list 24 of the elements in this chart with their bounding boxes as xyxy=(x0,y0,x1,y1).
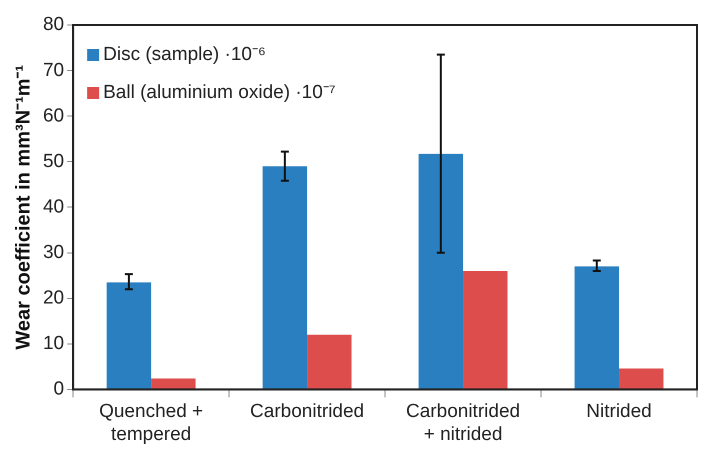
y-tick-label: 60 xyxy=(42,105,64,126)
y-tick-label: 40 xyxy=(42,196,64,218)
y-tick-label: 70 xyxy=(42,60,64,81)
y-tick-label: 50 xyxy=(42,150,64,172)
bar xyxy=(418,154,464,389)
bar xyxy=(151,378,196,389)
bar xyxy=(463,270,508,389)
x-tick-label: Quenched + tempered xyxy=(99,401,204,445)
bar xyxy=(574,266,620,389)
y-tick-label: 0 xyxy=(54,378,64,400)
y-tick-label: 10 xyxy=(42,333,64,354)
legend-label: Disc (sample) ·10⁻⁶ xyxy=(103,44,266,66)
legend-label: Ball (aluminium oxide) ·10⁻⁷ xyxy=(103,82,336,104)
y-tick-label: 80 xyxy=(42,14,64,36)
bar xyxy=(619,368,664,389)
x-tick-label: Nitrided xyxy=(586,401,652,422)
x-tick-label: Carbonitrided + nitrided xyxy=(406,401,520,445)
y-tick-label: 20 xyxy=(42,288,64,309)
bar xyxy=(262,166,308,389)
y-tick-label: 30 xyxy=(42,242,64,263)
y-axis-title: Wear coefficient in mm³N⁻¹m⁻¹ xyxy=(12,64,35,350)
bar xyxy=(106,282,152,389)
x-tick-label: Carbonitrided xyxy=(250,401,364,422)
bar xyxy=(307,334,352,389)
